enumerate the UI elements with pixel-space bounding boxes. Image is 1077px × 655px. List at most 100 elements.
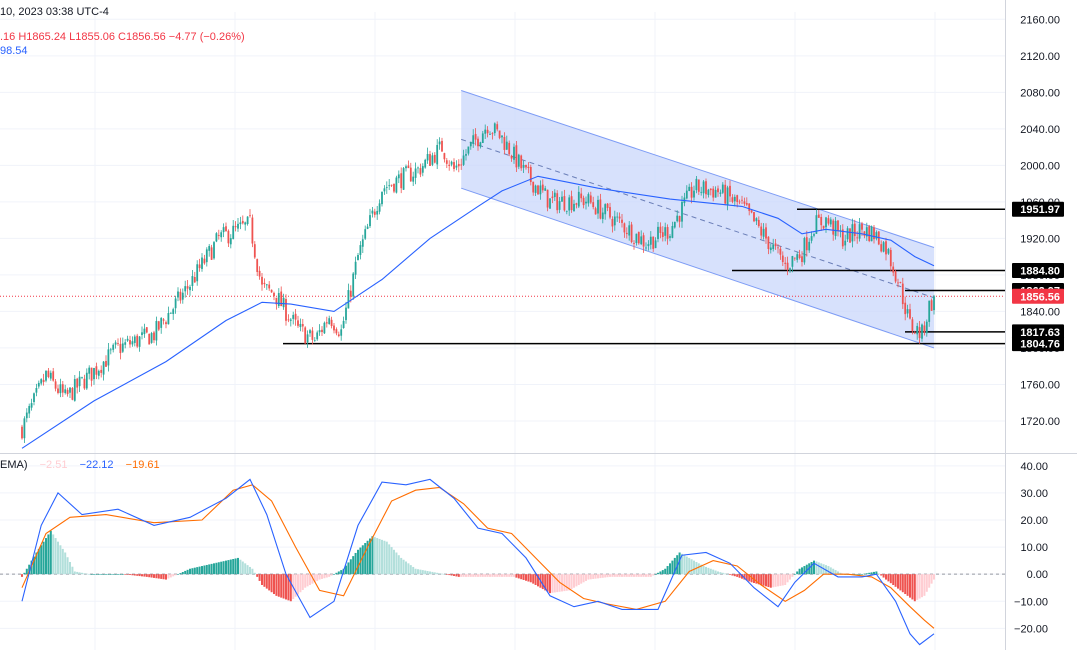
- candle: [186, 286, 189, 289]
- candle: [671, 226, 674, 238]
- macd-hist-bar: [129, 574, 131, 575]
- candle: [741, 199, 743, 201]
- macd-hist-bar: [901, 574, 904, 593]
- candle: [539, 185, 542, 195]
- candle: [479, 142, 482, 147]
- macd-hist-bar: [575, 574, 578, 587]
- candle: [119, 343, 122, 354]
- macd-hist-bar: [789, 574, 791, 580]
- macd-hist-bar: [201, 566, 203, 575]
- macd-hist-bar: [779, 574, 782, 586]
- macd-hist-bar: [141, 574, 143, 577]
- candle: [196, 264, 199, 282]
- candle: [95, 366, 98, 375]
- candle: [282, 297, 285, 308]
- price-tick-label: 1920.00: [1020, 233, 1060, 245]
- macd-hist-bar: [299, 574, 302, 593]
- macd-hist-bar: [923, 574, 926, 596]
- candle: [253, 244, 256, 258]
- macd-hist-bar: [54, 538, 57, 575]
- candle: [597, 199, 599, 214]
- candle: [868, 226, 871, 242]
- candle: [856, 237, 859, 239]
- macd-hist-bar: [810, 561, 813, 575]
- candle: [143, 328, 146, 335]
- candle: [373, 211, 376, 215]
- candle: [796, 254, 799, 260]
- candle: [333, 325, 335, 331]
- candle: [285, 299, 287, 321]
- macd-hist-bar: [93, 574, 95, 575]
- candle: [510, 155, 513, 159]
- candle: [666, 227, 669, 239]
- macd-hist-bar: [222, 561, 225, 575]
- candle: [45, 370, 47, 381]
- candle: [150, 333, 153, 343]
- macd-hist-bar: [143, 574, 146, 577]
- candle: [553, 192, 556, 198]
- price-tick-label: 1760.00: [1020, 379, 1060, 391]
- macd-hist-bar: [491, 574, 494, 577]
- macd-hist-bar: [709, 568, 712, 575]
- candle: [647, 244, 650, 247]
- candles: [21, 121, 935, 443]
- candle: [179, 291, 182, 301]
- candle: [160, 318, 163, 328]
- macd-hist-bar: [594, 574, 597, 579]
- candle: [421, 166, 424, 173]
- candle: [239, 222, 242, 225]
- price-tick-label: 2160.00: [1020, 14, 1060, 26]
- candle: [409, 167, 412, 182]
- candle: [316, 332, 319, 340]
- macd-hist-bar: [102, 574, 105, 575]
- candle: [791, 256, 794, 267]
- macd-hist-bar: [793, 574, 796, 575]
- macd-hist-bar: [772, 574, 775, 588]
- candle: [736, 195, 739, 202]
- macd-hist-bar: [174, 574, 177, 576]
- price-tick-label: 2040.00: [1020, 124, 1060, 136]
- candle: [841, 229, 844, 247]
- candle: [594, 208, 597, 215]
- macd-hist-bar: [796, 571, 799, 575]
- macd-hist-bar: [213, 563, 215, 575]
- macd-hist-bar: [815, 561, 818, 575]
- candle: [385, 187, 388, 188]
- candle: [467, 146, 470, 154]
- macd-hist-bar: [378, 538, 381, 575]
- macd-hist-bar: [23, 572, 26, 575]
- macd-hist-bar: [666, 566, 669, 575]
- candle: [465, 154, 467, 156]
- macd-line: [21, 478, 935, 646]
- macd-hist-bar: [208, 564, 211, 575]
- macd-hist-bar: [426, 571, 429, 575]
- macd-hist-bar: [791, 574, 794, 577]
- candle: [131, 341, 134, 345]
- candle: [565, 210, 568, 212]
- macd-hist-bar: [921, 574, 923, 598]
- candle: [237, 223, 239, 229]
- macd-hist-bar: [774, 574, 777, 587]
- candle: [592, 202, 595, 208]
- macd-hist-bar: [868, 572, 871, 575]
- candle: [527, 166, 530, 168]
- macd-hist-bar: [323, 574, 326, 579]
- candle: [148, 333, 151, 345]
- candle: [522, 164, 525, 168]
- candle: [777, 247, 779, 249]
- candle: [129, 340, 131, 345]
- price-axis[interactable]: 1720.001760.001800.001840.001880.001920.…: [1014, 14, 1060, 635]
- candle: [793, 257, 796, 259]
- macd-hist-bar: [138, 574, 141, 577]
- macd-hist-bar: [165, 574, 167, 580]
- candle: [57, 388, 59, 393]
- macd-hist-bar: [52, 534, 55, 575]
- macd-hist-bar: [717, 571, 719, 575]
- candle: [481, 133, 484, 143]
- macd-hist-bar: [321, 574, 323, 579]
- candle: [865, 227, 868, 237]
- candle: [774, 243, 777, 247]
- candle: [808, 241, 811, 251]
